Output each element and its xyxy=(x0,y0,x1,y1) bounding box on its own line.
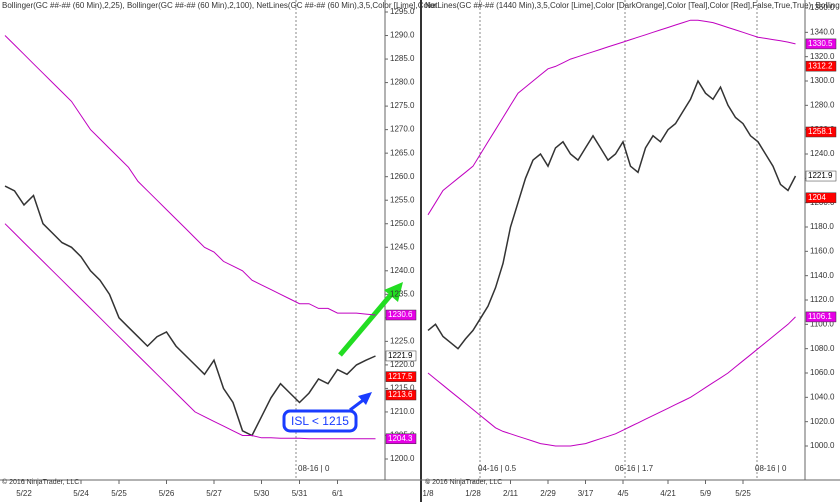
y-tick-label: 1250.0 xyxy=(390,219,415,228)
y-tick-label: 1020.0 xyxy=(810,417,835,426)
y-tick-label: 1200.0 xyxy=(390,454,415,463)
x-tick-label: 5/26 xyxy=(159,489,175,498)
y-tick-label: 1290.0 xyxy=(390,31,415,40)
copyright: © 2016 NinjaTrader, LLC xyxy=(2,478,79,486)
x-tick-label: 4/5 xyxy=(617,489,629,498)
y-tick-label: 1240.0 xyxy=(810,149,835,158)
y-tick-label: 1215.0 xyxy=(390,384,415,393)
arrow-up xyxy=(338,288,397,357)
price-label: 1221.9 xyxy=(388,351,413,360)
y-tick-label: 1360.0 xyxy=(810,3,835,12)
x-tick-label: 5/24 xyxy=(73,489,89,498)
y-tick-label: 1280.0 xyxy=(810,100,835,109)
series-line xyxy=(4,35,376,316)
series-line xyxy=(427,316,796,447)
series-line xyxy=(4,185,376,437)
x-tick-label: 5/27 xyxy=(206,489,222,498)
y-tick-label: 1280.0 xyxy=(390,78,415,87)
y-tick-label: 1040.0 xyxy=(810,392,835,401)
y-tick-label: 1000.0 xyxy=(810,441,835,450)
x-tick-label: 5/25 xyxy=(735,489,751,498)
y-tick-label: 1260.0 xyxy=(390,172,415,181)
chart-title: NetLines(GC ##-## (1440 Min),3,5,Color [… xyxy=(425,1,840,10)
price-label-box xyxy=(385,371,417,382)
price-label: 1213.6 xyxy=(388,390,413,399)
annotation-box xyxy=(282,409,358,433)
y-tick-label: 1295.0 xyxy=(390,7,415,16)
y-tick-label: 1340.0 xyxy=(810,27,835,36)
x-tick-label: 5/30 xyxy=(254,489,270,498)
price-label-box xyxy=(385,389,417,401)
y-tick-label: 1320.0 xyxy=(810,52,835,61)
price-label: 1204.3 xyxy=(388,434,413,443)
y-tick-label: 1270.0 xyxy=(390,125,415,134)
y-tick-label: 1255.0 xyxy=(390,195,415,204)
y-tick-label: 1245.0 xyxy=(390,242,415,251)
y-tick-label: 1225.0 xyxy=(390,336,415,345)
price-label-box xyxy=(805,38,837,50)
chart-title: Bollinger(GC ##-## (60 Min),2,25), Bolli… xyxy=(2,1,437,10)
price-label: 1312.2 xyxy=(808,61,833,70)
copyright: © 2016 NinjaTrader, LLC xyxy=(425,478,502,486)
y-tick-label: 1140.0 xyxy=(810,271,834,280)
price-label: 1258.1 xyxy=(808,127,833,136)
price-label: 1106.1 xyxy=(808,312,832,321)
price-label-box xyxy=(805,126,837,138)
y-tick-label: 1300.0 xyxy=(810,76,835,85)
y-tick-label: 1080.0 xyxy=(810,344,835,353)
price-label: 1221.9 xyxy=(808,171,833,180)
price-label-box xyxy=(805,192,837,204)
price-label-box xyxy=(805,60,837,72)
x-tick-label: 5/22 xyxy=(16,489,32,498)
x-tick-label: 2/11 xyxy=(503,489,519,498)
y-tick-label: 1160.0 xyxy=(810,246,834,255)
x-tick-label: 5/25 xyxy=(111,489,127,498)
series-line xyxy=(427,19,796,216)
price-label-box xyxy=(385,309,417,321)
x-tick-label: 3/17 xyxy=(578,489,594,498)
arrow-head xyxy=(384,282,403,302)
x-tick-label: 2/29 xyxy=(540,489,556,498)
annotation: ISL < 1215 xyxy=(291,414,349,428)
y-tick-label: 1275.0 xyxy=(390,101,415,110)
y-tick-label: 1120.0 xyxy=(810,295,834,304)
x-tick-label: 1/28 xyxy=(465,489,481,498)
price-label-box xyxy=(385,433,417,445)
price-label: 1330.5 xyxy=(808,39,833,48)
y-tick-label: 1265.0 xyxy=(390,148,415,157)
session-label: 08-16 | 0 xyxy=(755,464,787,473)
y-tick-label: 1060.0 xyxy=(810,368,835,377)
price-label-box xyxy=(805,170,837,182)
price-label-box xyxy=(805,311,837,323)
series-line xyxy=(427,79,797,350)
x-tick-label: 4/21 xyxy=(660,489,676,498)
x-tick-label: 5/9 xyxy=(700,489,712,498)
price-label: 1230.6 xyxy=(388,310,413,319)
y-tick-label: 1240.0 xyxy=(390,266,415,275)
price-label: 1204 xyxy=(808,193,826,202)
y-tick-label: 1180.0 xyxy=(810,222,834,231)
session-label: 08-16 | 0 xyxy=(298,464,330,473)
y-tick-label: 1220.0 xyxy=(390,360,415,369)
y-tick-label: 1100.0 xyxy=(810,319,834,328)
session-label: 06-16 | 1.7 xyxy=(615,464,654,473)
arrow-head xyxy=(358,392,372,405)
price-label: 1217.5 xyxy=(388,372,413,381)
price-label-box xyxy=(385,350,417,362)
y-tick-label: 1235.0 xyxy=(390,289,415,298)
x-tick-label: 1/8 xyxy=(422,489,434,498)
x-tick-label: 6/1 xyxy=(332,489,344,498)
y-tick-label: 1210.0 xyxy=(390,407,415,416)
series-line xyxy=(4,223,376,440)
session-label: 04-16 | 0.5 xyxy=(478,464,517,473)
x-tick-label: 5/31 xyxy=(292,489,308,498)
y-tick-label: 1285.0 xyxy=(390,54,415,63)
